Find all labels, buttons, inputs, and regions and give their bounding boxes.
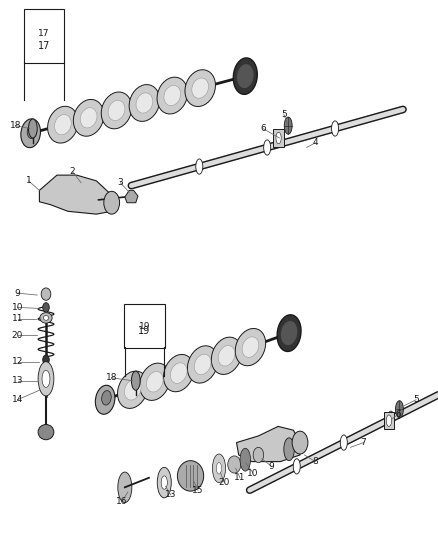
Text: 14: 14 <box>12 395 23 404</box>
Circle shape <box>118 472 132 503</box>
Ellipse shape <box>48 106 78 143</box>
Polygon shape <box>39 175 112 214</box>
Ellipse shape <box>157 77 187 114</box>
Text: 10: 10 <box>247 469 259 478</box>
Circle shape <box>161 476 167 489</box>
Text: 1: 1 <box>25 176 32 185</box>
Text: 5: 5 <box>281 110 287 119</box>
Ellipse shape <box>101 92 132 129</box>
Text: 20: 20 <box>12 330 23 340</box>
Text: 7: 7 <box>360 438 367 447</box>
Text: 17: 17 <box>38 29 49 38</box>
Ellipse shape <box>104 191 120 214</box>
Text: 6: 6 <box>260 124 266 133</box>
Circle shape <box>131 371 140 390</box>
Circle shape <box>284 438 294 461</box>
Circle shape <box>332 121 339 136</box>
Ellipse shape <box>177 461 204 491</box>
Circle shape <box>28 119 37 138</box>
Circle shape <box>387 411 394 426</box>
Text: 20: 20 <box>219 478 230 487</box>
Text: 8: 8 <box>312 457 318 466</box>
Circle shape <box>196 159 203 174</box>
Ellipse shape <box>192 78 208 98</box>
Text: 19: 19 <box>138 326 151 336</box>
Ellipse shape <box>146 372 163 392</box>
Ellipse shape <box>27 124 37 139</box>
Ellipse shape <box>102 391 111 405</box>
Polygon shape <box>125 190 138 203</box>
Text: 5: 5 <box>413 395 419 404</box>
Text: 18: 18 <box>10 121 21 130</box>
Ellipse shape <box>212 337 242 375</box>
Circle shape <box>396 401 403 418</box>
Ellipse shape <box>73 100 104 136</box>
Ellipse shape <box>164 85 181 106</box>
Text: 11: 11 <box>12 314 23 324</box>
Ellipse shape <box>129 85 160 122</box>
Text: 18: 18 <box>106 373 117 382</box>
Ellipse shape <box>218 345 235 366</box>
Text: 10: 10 <box>12 303 23 312</box>
Ellipse shape <box>253 447 264 463</box>
Ellipse shape <box>170 363 187 383</box>
Text: 16: 16 <box>116 497 127 506</box>
FancyBboxPatch shape <box>384 412 394 429</box>
Text: 6: 6 <box>396 409 402 418</box>
Circle shape <box>284 117 292 134</box>
Ellipse shape <box>194 354 211 375</box>
Text: 19: 19 <box>139 322 150 331</box>
Ellipse shape <box>281 321 297 345</box>
Text: 9: 9 <box>268 462 275 471</box>
Ellipse shape <box>292 431 308 454</box>
Circle shape <box>264 140 271 155</box>
Text: 2: 2 <box>70 167 75 176</box>
Ellipse shape <box>163 354 194 392</box>
Circle shape <box>38 362 54 396</box>
Ellipse shape <box>21 119 40 148</box>
Ellipse shape <box>42 355 49 365</box>
Ellipse shape <box>228 456 241 473</box>
Ellipse shape <box>185 70 215 107</box>
Text: 13: 13 <box>12 376 23 385</box>
Circle shape <box>216 463 222 474</box>
Circle shape <box>293 459 300 474</box>
Circle shape <box>212 454 226 482</box>
Ellipse shape <box>124 379 141 400</box>
Text: 9: 9 <box>14 289 21 297</box>
Text: 17: 17 <box>38 41 50 51</box>
Text: 12: 12 <box>12 357 23 366</box>
Ellipse shape <box>54 115 71 135</box>
Ellipse shape <box>108 100 125 120</box>
Ellipse shape <box>242 337 259 358</box>
Ellipse shape <box>140 363 170 400</box>
Text: 4: 4 <box>313 138 318 147</box>
Ellipse shape <box>43 316 49 320</box>
Circle shape <box>276 132 281 144</box>
Circle shape <box>42 370 50 387</box>
Ellipse shape <box>80 108 97 128</box>
Ellipse shape <box>237 64 254 88</box>
Ellipse shape <box>117 371 148 408</box>
Circle shape <box>386 415 392 426</box>
Ellipse shape <box>95 385 115 414</box>
Text: 3: 3 <box>117 178 124 187</box>
FancyBboxPatch shape <box>273 130 284 147</box>
Ellipse shape <box>277 315 301 351</box>
Text: 15: 15 <box>192 486 204 495</box>
Text: 13: 13 <box>165 490 177 499</box>
Ellipse shape <box>40 313 52 323</box>
Circle shape <box>340 435 347 450</box>
Ellipse shape <box>136 93 153 113</box>
Ellipse shape <box>42 303 49 312</box>
Circle shape <box>240 448 251 471</box>
Circle shape <box>157 467 171 498</box>
Ellipse shape <box>187 346 218 383</box>
Polygon shape <box>237 426 300 462</box>
Text: 11: 11 <box>234 473 246 482</box>
Ellipse shape <box>235 328 265 366</box>
Ellipse shape <box>38 424 54 440</box>
Ellipse shape <box>41 288 51 300</box>
Ellipse shape <box>233 58 257 94</box>
